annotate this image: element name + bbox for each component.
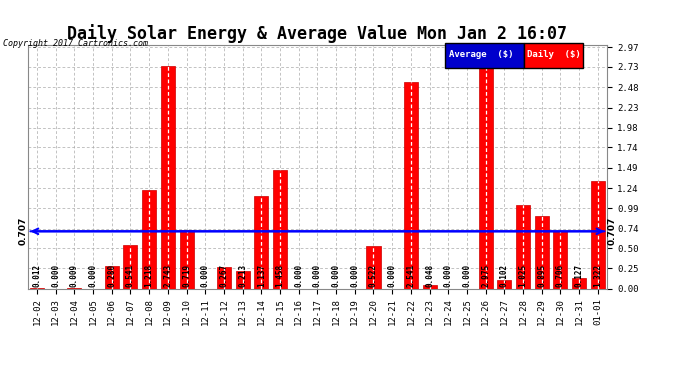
Text: 0.522: 0.522 [369,264,378,287]
Text: Copyright 2017 Cartronics.com: Copyright 2017 Cartronics.com [3,39,148,48]
Bar [497,280,511,289]
Text: 0.895: 0.895 [538,264,546,287]
Text: 0.102: 0.102 [500,264,509,287]
Bar [572,278,586,289]
Bar [235,272,250,289]
Text: 0.048: 0.048 [425,264,434,287]
Text: Daily  ($): Daily ($) [527,50,581,58]
Text: Average  ($): Average ($) [449,50,513,58]
Bar [217,267,231,289]
Text: 1.458: 1.458 [275,264,284,287]
Text: 2.541: 2.541 [406,264,415,287]
Bar [179,230,193,289]
Text: 0.127: 0.127 [575,264,584,287]
Text: 0.706: 0.706 [556,264,565,287]
Text: 0.000: 0.000 [88,264,97,287]
Bar [535,216,549,289]
Bar [273,170,287,289]
Bar [30,288,44,289]
Text: 0.000: 0.000 [351,264,359,287]
Text: 1.218: 1.218 [145,264,154,287]
Bar [553,231,567,289]
Bar [105,266,119,289]
Text: 0.719: 0.719 [182,264,191,287]
Bar [255,196,268,289]
Text: 0.000: 0.000 [332,264,341,287]
Text: 0.280: 0.280 [107,264,116,287]
Bar [479,47,493,289]
Text: 0.000: 0.000 [294,264,303,287]
Bar [161,66,175,289]
Text: 1.137: 1.137 [257,264,266,287]
Text: 0.000: 0.000 [313,264,322,287]
Text: 0.707: 0.707 [19,217,28,246]
Bar [68,288,81,289]
Text: 1.025: 1.025 [519,264,528,287]
Text: 2.975: 2.975 [481,264,490,287]
Text: 0.000: 0.000 [201,264,210,287]
Text: 0.213: 0.213 [238,264,247,287]
Text: 0.000: 0.000 [462,264,471,287]
Bar [366,246,380,289]
Text: 0.000: 0.000 [388,264,397,287]
Text: 0.541: 0.541 [126,264,135,287]
Text: 0.012: 0.012 [32,264,41,287]
Bar [422,285,437,289]
Text: 0.267: 0.267 [219,264,228,287]
Bar [124,245,137,289]
Bar [516,206,530,289]
Bar [142,190,156,289]
Text: 2.743: 2.743 [164,264,172,287]
Text: 0.000: 0.000 [51,264,60,287]
Text: 1.322: 1.322 [593,264,602,287]
Text: 0.000: 0.000 [444,264,453,287]
Text: 0.707: 0.707 [607,217,616,246]
Text: 0.009: 0.009 [70,264,79,287]
Bar [591,182,605,289]
Title: Daily Solar Energy & Average Value Mon Jan 2 16:07: Daily Solar Energy & Average Value Mon J… [68,24,567,44]
Bar [404,82,418,289]
